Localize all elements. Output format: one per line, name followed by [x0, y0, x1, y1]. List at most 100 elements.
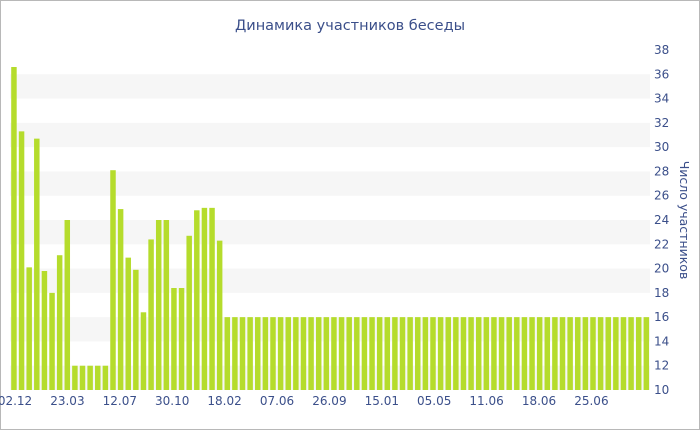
y-tick-label: 20: [654, 262, 669, 276]
grid-band: [10, 171, 650, 196]
x-tick-label: 18.06: [522, 394, 556, 408]
grid-band: [10, 122, 650, 148]
grid-band: [10, 317, 650, 342]
bar: [468, 317, 474, 390]
bar: [628, 317, 634, 390]
bar: [620, 317, 627, 390]
bar: [18, 131, 25, 391]
bar: [392, 317, 398, 390]
bar: [277, 317, 284, 390]
bar: [415, 317, 421, 390]
bar: [613, 317, 619, 390]
bar: [315, 317, 322, 390]
bar: [270, 317, 276, 390]
bar: [232, 317, 238, 390]
y-tick-label: 24: [654, 213, 669, 227]
bar: [102, 365, 109, 390]
bar: [117, 209, 124, 390]
bar: [34, 138, 40, 390]
bar: [506, 317, 512, 390]
bar: [437, 317, 444, 390]
bar: [582, 317, 589, 390]
bar: [41, 271, 48, 390]
bar: [575, 317, 581, 390]
bar: [361, 317, 368, 390]
bar: [453, 317, 459, 390]
bar: [514, 317, 520, 390]
x-tick-label: 26.09: [312, 394, 346, 408]
bar: [163, 220, 170, 390]
bar-series: [11, 67, 650, 391]
y-axis-tick-labels: 10 12 14 16 18 20 22 24 26 28 30 32 34 36 38: [654, 43, 669, 397]
bar: [445, 317, 451, 390]
x-tick-label: 12.07: [103, 394, 137, 408]
bar: [529, 317, 535, 390]
bar: [331, 317, 337, 390]
bar: [323, 317, 330, 390]
bar: [171, 288, 177, 390]
bar: [643, 317, 650, 390]
bar: [308, 317, 314, 390]
grid-band: [10, 220, 650, 245]
bar: [475, 317, 482, 390]
bar: [201, 207, 208, 390]
bar: [155, 220, 162, 390]
chart-title: Динамика участников беседы: [235, 18, 465, 34]
bar: [354, 317, 360, 390]
grid-band: [10, 74, 650, 99]
bar: [399, 317, 406, 390]
bar: [567, 317, 573, 390]
y-tick-label: 12: [654, 359, 669, 373]
bar: [346, 317, 352, 390]
bar: [422, 317, 429, 390]
bar: [87, 365, 93, 390]
bar: [559, 317, 566, 390]
bar: [95, 365, 101, 390]
bar: [293, 317, 299, 390]
grid-band: [10, 365, 650, 390]
bar: [209, 207, 215, 390]
bar: [216, 240, 223, 390]
bar: [239, 317, 246, 390]
bar: [597, 317, 604, 390]
bar: [255, 317, 261, 390]
bar: [552, 317, 558, 390]
x-tick-label: 07.06: [260, 394, 294, 408]
bar: [536, 317, 543, 390]
y-tick-label: 28: [654, 164, 669, 178]
x-tick-label: 02.12: [0, 394, 32, 408]
grid-band: [10, 268, 650, 293]
y-tick-label: 16: [654, 310, 669, 324]
bar: [110, 170, 116, 390]
bar: [56, 255, 63, 390]
y-tick-label: 26: [654, 189, 669, 203]
bar: [430, 317, 436, 390]
y-tick-label: 34: [654, 92, 669, 106]
bar: [300, 317, 307, 390]
bar: [407, 317, 413, 390]
y-axis-title: Число участников: [677, 161, 692, 280]
bar: [483, 317, 490, 390]
grid-bands: [10, 74, 650, 390]
x-tick-label: 11.06: [469, 394, 503, 408]
y-tick-label: 22: [654, 237, 669, 251]
bar: [605, 317, 611, 390]
bar: [247, 317, 253, 390]
bar: [72, 365, 78, 390]
bar: [26, 267, 32, 390]
bar: [285, 317, 291, 390]
y-tick-label: 30: [654, 140, 669, 154]
bar: [79, 365, 86, 390]
bar: [491, 317, 497, 390]
bar: [635, 317, 642, 390]
bar: [140, 312, 147, 390]
bar: [133, 269, 139, 390]
x-tick-label: 18.02: [207, 394, 241, 408]
y-tick-label: 38: [654, 43, 669, 57]
y-tick-label: 10: [654, 383, 669, 397]
bar: [262, 317, 269, 390]
bar: [376, 317, 383, 390]
x-axis-tick-labels: 02.12 23.03 12.07 30.10 18.02 07.06 26.09 15.01…: [0, 394, 609, 408]
x-tick-label: 05.05: [417, 394, 451, 408]
